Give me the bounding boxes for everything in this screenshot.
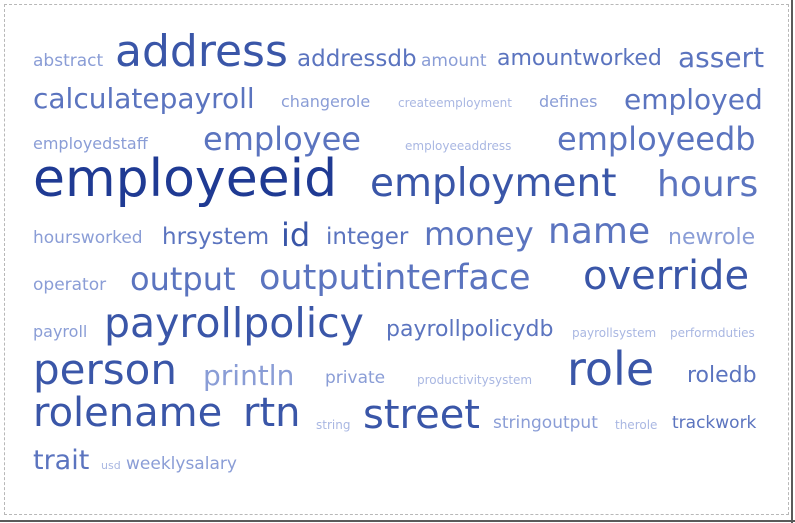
cloud-word-performduties[interactable]: performduties	[670, 326, 755, 340]
cloud-word-employeedb[interactable]: employeedb	[557, 120, 756, 158]
cloud-word-assert[interactable]: assert	[678, 41, 765, 74]
cloud-word-string[interactable]: street	[363, 392, 480, 438]
cloud-word-newrole[interactable]: newrole	[668, 225, 756, 250]
cloud-word-operator[interactable]: operator	[33, 275, 107, 295]
cloud-word-employment[interactable]: employment	[370, 161, 617, 206]
cloud-word-street[interactable]: string	[316, 418, 351, 432]
cloud-word-weeklysalary[interactable]: weeklysalary	[126, 454, 237, 474]
cloud-word-changerole[interactable]: changerole	[281, 92, 371, 111]
cloud-word-productivitysystem[interactable]: productivitysystem	[417, 373, 533, 387]
cloud-word-calculatepayroll[interactable]: calculatepayroll	[33, 82, 255, 115]
cloud-word-money[interactable]: money	[424, 215, 534, 253]
cloud-word-hoursworked[interactable]: hoursworked	[33, 228, 143, 248]
cloud-word-id[interactable]: id	[281, 216, 311, 254]
cloud-word-stringoutput[interactable]: stringoutput	[493, 413, 598, 433]
cloud-word-name[interactable]: name	[548, 211, 651, 252]
cloud-word-usd[interactable]: usd	[101, 459, 121, 472]
cloud-word-payroll[interactable]: payroll	[33, 322, 88, 341]
cloud-word-trait[interactable]: trait	[33, 445, 90, 476]
cloud-word-amountworked[interactable]: amountworked	[497, 46, 662, 71]
cloud-word-createemployment[interactable]: createemployment	[398, 96, 512, 110]
cloud-word-output[interactable]: output	[130, 260, 236, 298]
cloud-word-abstract[interactable]: abstract	[33, 51, 104, 71]
cloud-word-hours[interactable]: hours	[657, 164, 759, 205]
window-edge-right	[791, 0, 793, 523]
cloud-word-employed[interactable]: employed	[624, 83, 763, 116]
cloud-word-outputinterface[interactable]: outputinterface	[259, 258, 531, 298]
cloud-word-role[interactable]: role	[567, 342, 655, 396]
cloud-word-payrollpolicy[interactable]: payrollpolicy	[104, 299, 364, 347]
cloud-word-amount[interactable]: amount	[421, 51, 487, 71]
cloud-word-rolename[interactable]: rolename	[33, 390, 223, 436]
cloud-word-roledb[interactable]: roledb	[687, 363, 757, 388]
word-cloud-frame	[4, 4, 789, 515]
cloud-word-private[interactable]: private	[325, 368, 386, 388]
cloud-word-person[interactable]: person	[33, 345, 177, 394]
cloud-word-payrollpolicydb[interactable]: payrollpolicydb	[386, 317, 554, 342]
cloud-word-addressdb[interactable]: addressdb	[297, 46, 417, 72]
cloud-word-employeeid[interactable]: employeeid	[33, 149, 338, 209]
cloud-word-employee[interactable]: employee	[203, 120, 361, 158]
window-edge-bottom	[0, 520, 795, 522]
cloud-word-trackwork[interactable]: trackwork	[672, 413, 757, 433]
cloud-word-payrollsystem[interactable]: payrollsystem	[572, 326, 657, 340]
cloud-word-println[interactable]: println	[203, 359, 295, 392]
cloud-word-hrsystem[interactable]: hrsystem	[162, 224, 270, 250]
cloud-word-rtn[interactable]: rtn	[243, 390, 301, 436]
cloud-word-employeeaddress[interactable]: employeeaddress	[405, 139, 512, 153]
cloud-word-address[interactable]: address	[115, 26, 288, 77]
cloud-word-override[interactable]: override	[583, 253, 750, 299]
cloud-word-therole[interactable]: therole	[615, 418, 658, 432]
cloud-word-integer[interactable]: integer	[326, 224, 409, 250]
cloud-word-defines[interactable]: defines	[539, 92, 598, 111]
cloud-word-employedstaff[interactable]: employedstaff	[33, 134, 148, 153]
